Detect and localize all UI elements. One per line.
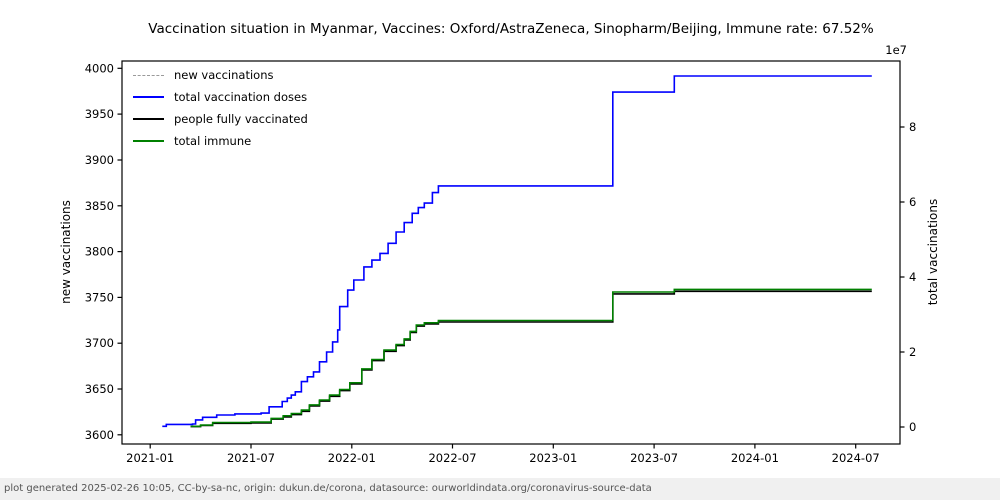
- left-tick-label: 3900: [85, 153, 114, 167]
- legend-line-sample: [133, 140, 164, 142]
- x-tick-label: 2022-01: [328, 451, 376, 465]
- left-tick-label: 3800: [85, 245, 114, 259]
- x-tick-label: 2021-07: [227, 451, 275, 465]
- series-line-people-fully-vaccinated: [190, 290, 872, 428]
- x-tick-label: 2024-01: [731, 451, 779, 465]
- plot-frame: [121, 60, 901, 445]
- legend-line-sample: [133, 96, 164, 98]
- right-axis-offset-label: 1e7: [885, 43, 907, 57]
- legend-item-total-immune: total immune: [133, 130, 308, 152]
- legend-line-sample: [133, 74, 164, 76]
- legend-label: people fully vaccinated: [174, 112, 308, 126]
- legend: new vaccinations total vaccination doses p…: [133, 64, 308, 152]
- legend-item-new-vaccinations: new vaccinations: [133, 64, 308, 86]
- x-tick-label: 2024-07: [832, 451, 880, 465]
- axes-layer: 2021-01 2021-07 2022-01 2022-07 2023-01 2023-…: [85, 43, 917, 465]
- series-line-total-immune: [190, 288, 872, 428]
- chart-title: Vaccination situation in Myanmar, Vaccin…: [148, 21, 874, 37]
- x-tick-label: 2021-01: [126, 451, 174, 465]
- right-tick-label: 2: [909, 345, 916, 359]
- left-tick-label: 3600: [85, 428, 114, 442]
- left-tick-label: 4000: [85, 61, 114, 75]
- left-tick-label: 3700: [85, 336, 114, 350]
- x-tick-label: 2023-01: [529, 451, 577, 465]
- left-tick-label: 3650: [85, 382, 114, 396]
- legend-item-people-fully-vaccinated: people fully vaccinated: [133, 108, 308, 130]
- x-tick-label: 2022-07: [428, 451, 476, 465]
- left-tick-label: 3750: [85, 290, 114, 304]
- x-tick-label: 2023-07: [630, 451, 678, 465]
- legend-item-total-vaccination-doses: total vaccination doses: [133, 86, 308, 108]
- series-line-total-vaccination-doses: [162, 75, 872, 428]
- right-tick-label: 0: [909, 420, 916, 434]
- legend-label: new vaccinations: [174, 68, 274, 82]
- left-tick-label: 3950: [85, 107, 114, 121]
- left-tick-label: 3850: [85, 199, 114, 213]
- right-tick-label: 8: [909, 120, 916, 134]
- legend-line-sample: [133, 118, 164, 120]
- legend-label: total vaccination doses: [174, 90, 308, 104]
- right-tick-label: 6: [909, 195, 916, 209]
- series-layer: [162, 75, 872, 428]
- left-axis-label: new vaccinations: [59, 200, 73, 304]
- legend-label: total immune: [174, 134, 252, 148]
- footer-credits: plot generated 2025-02-26 10:05, CC-by-s…: [0, 478, 1000, 500]
- right-axis-label: total vaccinations: [926, 198, 940, 306]
- chart-canvas: 2021-01 2021-07 2022-01 2022-07 2023-01 2023-…: [85, 43, 917, 465]
- right-tick-label: 4: [909, 270, 916, 284]
